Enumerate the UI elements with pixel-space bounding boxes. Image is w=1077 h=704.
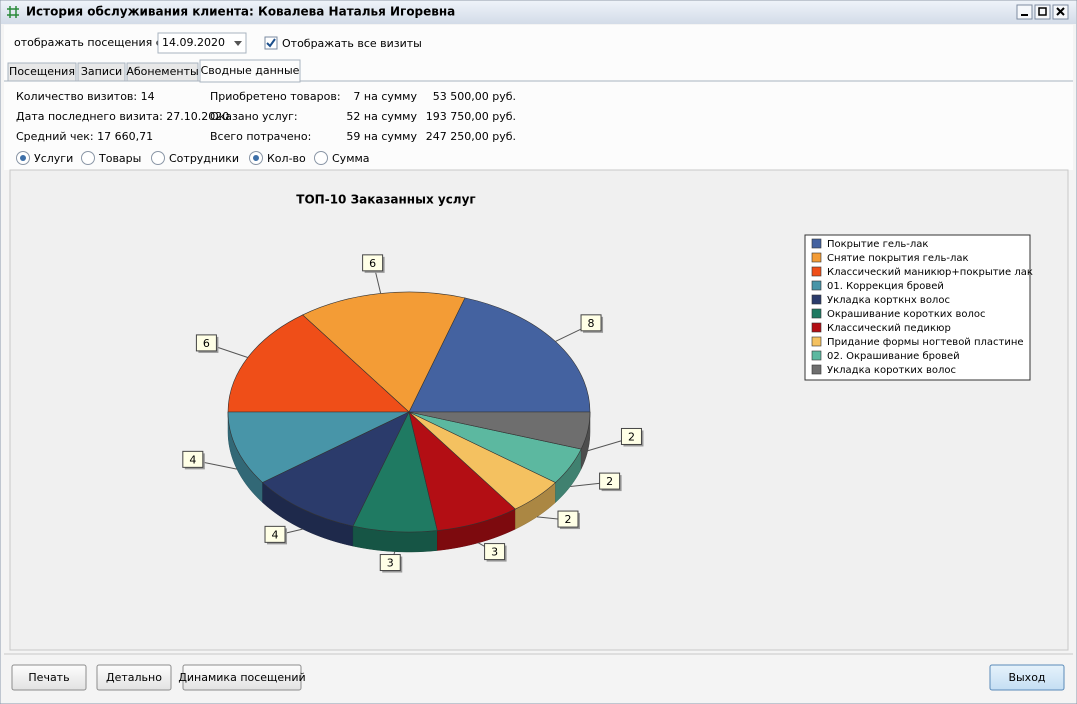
button-label: Детально: [106, 671, 162, 684]
data-label: 6: [369, 257, 376, 270]
legend-swatch: [811, 364, 822, 375]
label-box: [484, 543, 506, 561]
legend-label: 02. Окрашивание бровей: [827, 351, 960, 362]
legend-label: 01. Коррекция бровей: [827, 281, 944, 292]
summary-cell: Количество визитов: 14: [16, 90, 155, 103]
radio-button[interactable]: [314, 151, 328, 165]
summary-cell: Оказано услуг:: [210, 110, 298, 123]
button-label: Выход: [1008, 671, 1045, 684]
tab[interactable]: [199, 59, 301, 83]
data-label: 8: [588, 317, 595, 330]
summary-cell: 193 750,00 руб.: [426, 110, 516, 123]
label-box: [182, 450, 204, 468]
label-box: [195, 334, 217, 352]
legend-swatch: [811, 336, 822, 347]
legend-label: Придание формы ногтевой пластине: [827, 337, 1024, 348]
radio-dot: [20, 155, 26, 161]
window-title: История обслуживания клиента: Ковалева Н…: [26, 5, 455, 19]
legend-label: Классический маникюр+покрытие лак: [827, 267, 1033, 278]
tab[interactable]: [7, 62, 77, 82]
pie-slice: [227, 314, 410, 413]
button-label: Печать: [28, 671, 69, 684]
button[interactable]: [182, 664, 302, 691]
chart-title: ТОП-10 Заказанных услуг: [296, 193, 475, 207]
radio-dot: [253, 155, 259, 161]
label-box: [620, 427, 642, 445]
date-field[interactable]: [157, 32, 247, 54]
legend-swatch: [811, 252, 822, 263]
filter-label: отображать посещения с: [14, 36, 162, 49]
summary-cell: Дата последнего визита: 27.10.2020: [16, 110, 229, 123]
show-all-label: Отображать все визиты: [282, 37, 422, 50]
button[interactable]: [989, 664, 1065, 691]
summary-cell: Средний чек: 17 660,71: [16, 130, 153, 143]
radio-label: Сумма: [332, 152, 370, 165]
window-controls[interactable]: [1016, 4, 1069, 20]
legend-swatch: [811, 294, 822, 305]
label-box: [264, 525, 286, 543]
checkmark: [266, 38, 276, 48]
legend-swatch: [811, 350, 822, 361]
legend-swatch: [811, 308, 822, 319]
app-icon: [7, 6, 19, 18]
legend-label: Укладка коротких волос: [827, 365, 956, 376]
radio-button[interactable]: [151, 151, 165, 165]
summary-cell: 53 500,00 руб.: [433, 90, 516, 103]
date-value: 14.09.2020: [162, 36, 225, 49]
legend-swatch: [811, 322, 822, 333]
summary-cell: Приобретено товаров:: [210, 90, 341, 103]
label-box: [580, 314, 602, 332]
radio-label: Товары: [98, 152, 141, 165]
pie-slice: [408, 297, 591, 413]
radio-label: Кол-во: [267, 152, 306, 165]
tab[interactable]: [126, 62, 199, 82]
dropdown-arrow: [234, 41, 242, 46]
title-bar: [1, 1, 1076, 24]
data-label: 2: [564, 513, 571, 526]
legend-swatch: [811, 266, 822, 277]
label-box: [379, 554, 401, 572]
data-label: 2: [628, 430, 635, 443]
legend-label: Снятие покрытия гель-лак: [827, 253, 969, 264]
label-box: [362, 254, 384, 272]
data-label: 3: [491, 546, 498, 559]
button[interactable]: [96, 664, 172, 691]
summary-cell: 52 на сумму: [346, 110, 417, 123]
radio-label: Сотрудники: [169, 152, 239, 165]
tab-label: Записи: [81, 65, 122, 78]
pie-slice: [227, 411, 410, 483]
legend-label: Укладка корткнх волос: [827, 295, 950, 306]
data-label: 2: [606, 475, 613, 488]
tab-label: Сводные данные: [201, 64, 300, 77]
button[interactable]: [11, 664, 87, 691]
summary-cell: 7 на сумму: [353, 90, 417, 103]
legend-label: Окрашивание коротких волос: [827, 309, 986, 320]
legend: [804, 234, 1031, 381]
maximize-button[interactable]: [1034, 4, 1051, 20]
legend-label: Классический педикюр: [827, 323, 951, 334]
data-label: 4: [189, 453, 196, 466]
label-box: [557, 510, 579, 528]
button-label: Динамика посещений: [178, 671, 305, 684]
pie-slice: [262, 411, 410, 527]
summary-cell: Всего потрачено:: [210, 130, 311, 143]
data-label: 4: [272, 528, 279, 541]
tab[interactable]: [77, 62, 126, 82]
legend-swatch: [811, 280, 822, 291]
radio-button[interactable]: [81, 151, 95, 165]
radio-label: Услуги: [34, 152, 73, 165]
data-label: 3: [387, 557, 394, 570]
summary-cell: 247 250,00 руб.: [426, 130, 516, 143]
summary-cell: 59 на сумму: [346, 130, 417, 143]
legend-swatch: [811, 238, 822, 249]
label-box: [599, 472, 621, 490]
data-label: 6: [203, 337, 210, 350]
tab-label: Абонементы: [126, 65, 198, 78]
legend-label: Покрытие гель-лак: [827, 239, 928, 250]
pie-slice: [408, 411, 591, 450]
tab-label: Посещения: [9, 65, 75, 78]
minimize-button[interactable]: [1016, 4, 1033, 20]
